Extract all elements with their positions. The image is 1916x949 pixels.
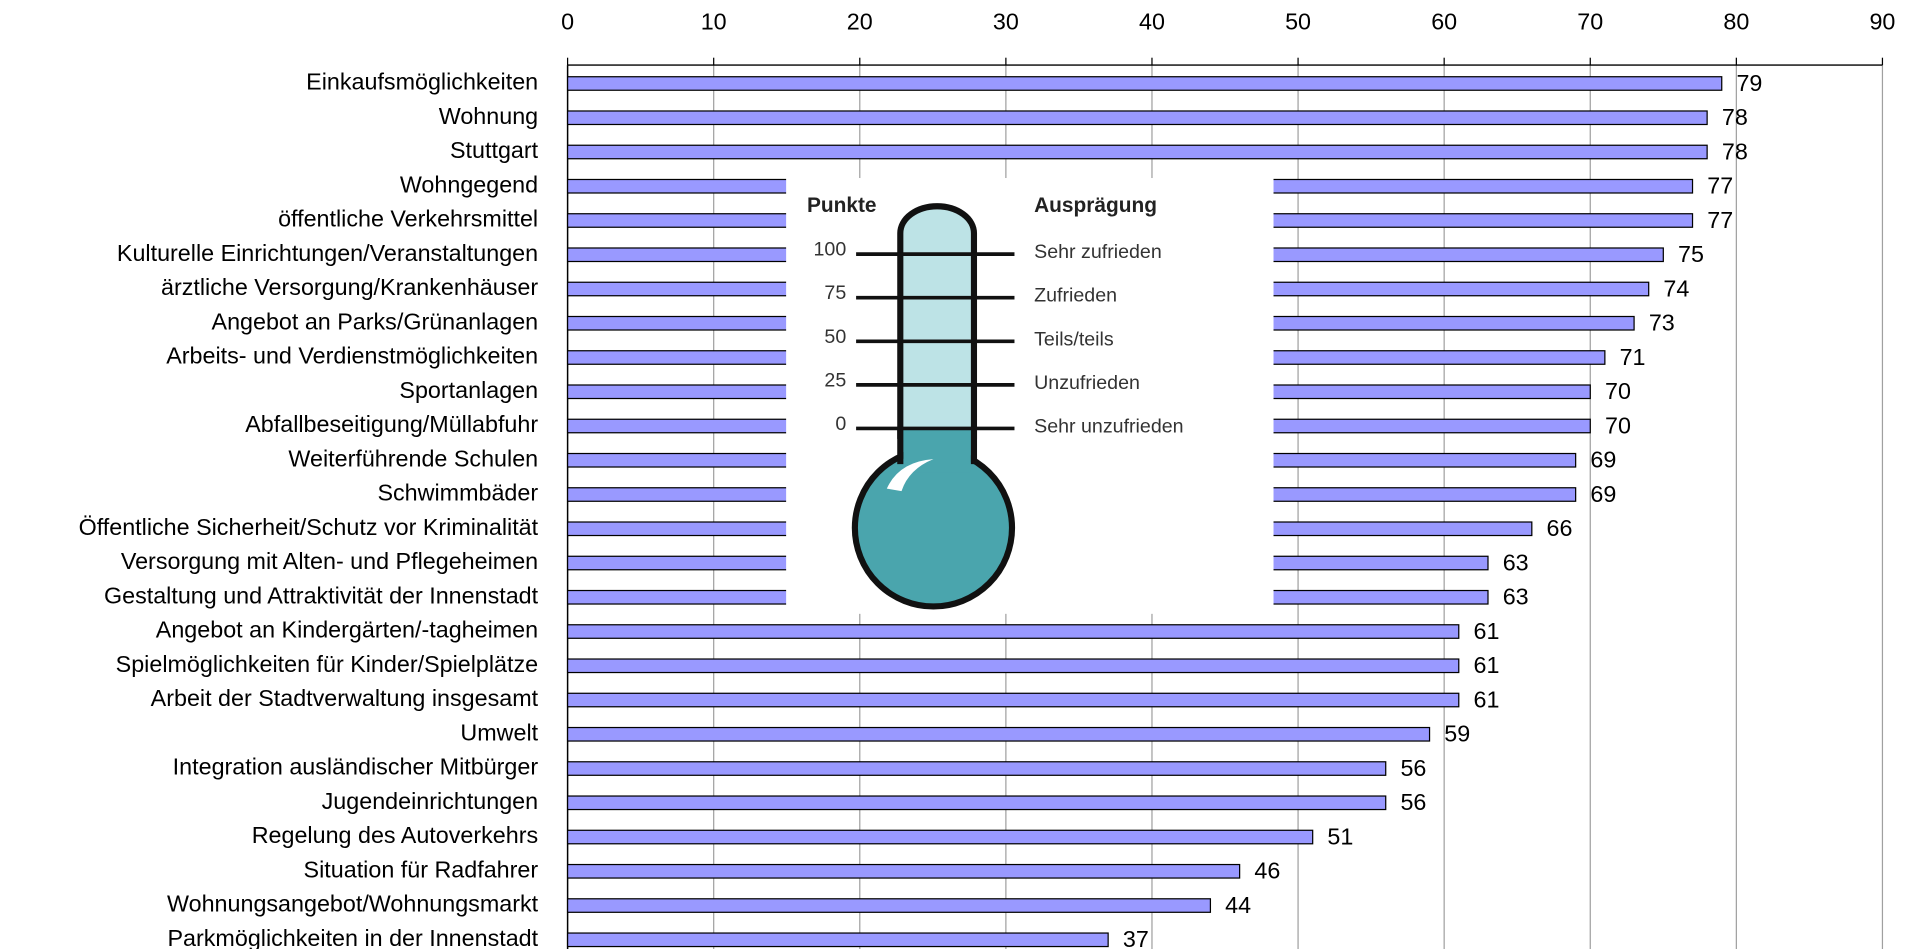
x-tick-label: 0 (561, 8, 574, 34)
scale-value: 0 (835, 413, 846, 435)
y-tick-label: Wohnungsangebot/Wohnungsmarkt (167, 891, 539, 917)
chart: 0 10 20 30 40 50 60 70 80 90 Einkaufsmöglichkeiten… (0, 0, 1916, 949)
y-tick-label: Angebot an Kindergärten/-tagheimen (156, 617, 538, 643)
bar (568, 796, 1386, 810)
value-label: 56 (1400, 789, 1426, 815)
scale-label: Unzufrieden (1034, 372, 1140, 394)
y-tick-label: Gestaltung und Attraktivität der Innenst… (104, 582, 539, 608)
scale-label: Teils/teils (1034, 328, 1114, 350)
bar (568, 830, 1313, 844)
bar (568, 625, 1459, 639)
y-tick-label: Abfallbeseitigung/Müllabfuhr (245, 411, 538, 437)
value-label: 75 (1678, 241, 1704, 267)
scale-value: 75 (824, 282, 846, 304)
y-tick-label: Umwelt (460, 719, 538, 745)
y-tick-label: Kulturelle Einrichtungen/Veranstaltungen (117, 240, 538, 266)
bar (568, 933, 1109, 947)
y-tick-label: Versorgung mit Alten- und Pflegeheimen (121, 548, 538, 574)
y-tick-label: ärztliche Versorgung/Krankenhäuser (161, 274, 538, 300)
bar (568, 865, 1240, 879)
value-label: 70 (1605, 378, 1631, 404)
y-tick-label: Angebot an Parks/Grünanlagen (212, 308, 539, 334)
y-tick-label: Integration ausländischer Mitbürger (173, 754, 539, 780)
scale-value: 50 (824, 326, 846, 348)
x-tick-label: 70 (1577, 8, 1603, 34)
bar (568, 659, 1459, 673)
value-label: 59 (1444, 721, 1470, 747)
bar (568, 728, 1430, 742)
value-label: 63 (1503, 584, 1529, 610)
y-tick-label: Spielmöglichkeiten für Kinder/Spielplätz… (116, 651, 538, 677)
value-label: 69 (1590, 481, 1616, 507)
bar (568, 111, 1708, 125)
value-label: 78 (1722, 138, 1748, 164)
bar (568, 77, 1722, 91)
x-tick-label: 10 (701, 8, 727, 34)
value-label: 61 (1474, 618, 1500, 644)
y-tick-label: öffentliche Verkehrsmittel (278, 206, 538, 232)
y-tick-label: Arbeit der Stadtverwaltung insgesamt (151, 685, 539, 711)
value-label: 79 (1736, 70, 1762, 96)
y-tick-label: Wohngegend (400, 171, 538, 197)
value-label: 37 (1123, 926, 1149, 949)
scale-label: Sehr zufrieden (1034, 241, 1162, 263)
value-label: 61 (1474, 652, 1500, 678)
scale-value: 25 (824, 369, 846, 391)
value-label: 46 (1254, 858, 1280, 884)
y-tick-label: Situation für Radfahrer (304, 856, 539, 882)
y-tick-label: Wohnung (439, 103, 538, 129)
value-label: 74 (1663, 275, 1689, 301)
value-label: 73 (1649, 310, 1675, 336)
x-tick-label: 20 (847, 8, 873, 34)
thermometer-bulb (855, 449, 1012, 606)
x-tick-label: 40 (1139, 8, 1165, 34)
value-label: 61 (1474, 686, 1500, 712)
inset: Punkte Ausprägung 100 Sehr zufrieden 75 Zufri… (786, 178, 1273, 614)
inset-header: Punkte (807, 194, 877, 217)
value-label: 71 (1620, 344, 1646, 370)
scale-label: Zufrieden (1034, 285, 1117, 307)
page: {"chart_data": {"type": "barh", "categor… (0, 0, 1916, 949)
bar (568, 762, 1386, 776)
y-tick-label: Stuttgart (450, 137, 539, 163)
value-label: 78 (1722, 104, 1748, 130)
x-tick-label: 50 (1285, 8, 1311, 34)
x-tick-label: 80 (1723, 8, 1749, 34)
x-tick-label: 30 (993, 8, 1019, 34)
thermometer-tube (900, 206, 974, 436)
value-label: 77 (1707, 207, 1733, 233)
value-label: 77 (1707, 173, 1733, 199)
value-label: 66 (1547, 515, 1573, 541)
y-tick-label: Schwimmbäder (377, 480, 538, 506)
value-label: 63 (1503, 549, 1529, 575)
scale-value: 100 (814, 239, 847, 261)
y-tick-label: Öffentliche Sicherheit/Schutz vor Krimin… (79, 514, 539, 540)
value-label: 51 (1327, 823, 1353, 849)
value-label: 44 (1225, 892, 1251, 918)
inset-header: Ausprägung (1034, 194, 1157, 217)
y-tick-label: Jugendeinrichtungen (322, 788, 538, 814)
value-label: 56 (1400, 755, 1426, 781)
y-tick-label: Parkmöglichkeiten in der Innenstadt (168, 925, 539, 949)
y-tick-label: Sportanlagen (399, 377, 538, 403)
x-tick-label: 60 (1431, 8, 1457, 34)
y-tick-label: Arbeits- und Verdienstmöglichkeiten (166, 343, 538, 369)
y-tick-label: Regelung des Autoverkehrs (252, 822, 538, 848)
bar (568, 899, 1211, 913)
x-tick-label: 90 (1869, 8, 1895, 34)
bar (568, 145, 1708, 159)
value-label: 69 (1590, 447, 1616, 473)
y-tick-label: Weiterführende Schulen (288, 445, 538, 471)
scale-label: Sehr unzufrieden (1034, 415, 1183, 437)
bar (568, 693, 1459, 707)
y-tick-label: Einkaufsmöglichkeiten (306, 69, 538, 95)
value-label: 70 (1605, 412, 1631, 438)
